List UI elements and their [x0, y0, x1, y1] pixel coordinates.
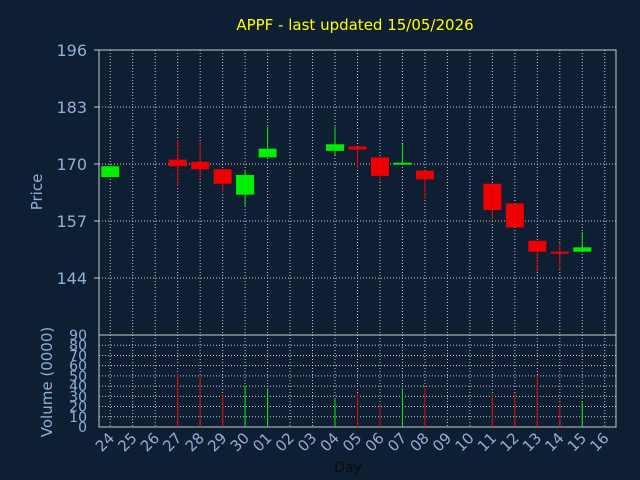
volume-tick-label: 80 [69, 338, 87, 354]
volume-tick-label: 40 [69, 379, 87, 395]
candle-body [393, 162, 412, 165]
volume-axis-label: Volume (0000) [38, 327, 56, 437]
candle-body [236, 174, 255, 195]
candle-body [573, 247, 592, 252]
candle-body [483, 183, 502, 211]
chart-title: APPF - last updated 15/05/2026 [236, 16, 473, 34]
volume-tick-label: 30 [69, 389, 87, 405]
volume-tick-label: 20 [69, 400, 87, 416]
candle-body [258, 148, 277, 158]
volume-tick-label: 10 [69, 410, 87, 426]
volume-tick-label: 50 [69, 369, 87, 385]
volume-tick-label: 90 [69, 328, 87, 344]
price-tick-label: 183 [56, 98, 87, 117]
candle-body [191, 161, 210, 170]
volume-tick-label: 60 [69, 359, 87, 375]
candle-body [505, 203, 524, 228]
candle-body [348, 146, 367, 150]
candle-body [326, 144, 345, 151]
x-axis-ticks: 2425262728293001020304050607080910111213… [92, 429, 613, 455]
candle-body [101, 166, 120, 178]
volume-tick-label: 70 [69, 348, 87, 364]
candle-body [213, 169, 232, 184]
candle-body [550, 251, 569, 254]
x-axis-label: Day [334, 460, 362, 476]
price-tick-label: 144 [56, 269, 87, 288]
price-panel: 144 157 170 183 196 [56, 41, 617, 336]
candle-body [415, 170, 434, 180]
price-tick-label: 196 [56, 41, 87, 60]
price-tick-label: 170 [56, 155, 87, 174]
volume-tick-label: 0 [78, 420, 87, 436]
candle-body [370, 157, 389, 176]
price-tick-label: 157 [56, 212, 87, 231]
price-axis-label: Price [28, 174, 46, 211]
candle-body [168, 159, 187, 167]
candle-body [528, 240, 547, 252]
